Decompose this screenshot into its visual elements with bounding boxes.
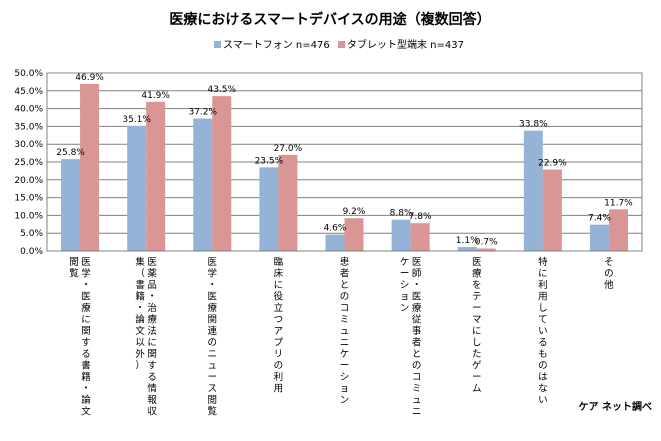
data-label-smartphone: 23.5% — [255, 156, 284, 166]
category-label: 医学・医療に関する書籍・論文閲覧 — [69, 257, 91, 418]
legend: スマートフォン n=476 タブレット型端末 n=437 — [214, 38, 464, 51]
data-label-smartphone: 25.8% — [56, 148, 85, 158]
bar-smartphone — [457, 247, 477, 251]
data-label-tablet: 46.9% — [75, 73, 104, 83]
data-label-smartphone: 33.8% — [519, 120, 548, 130]
y-tick-label: 0.0% — [20, 247, 43, 257]
legend-swatch-smartphone — [214, 41, 221, 48]
category-label: 特に利用しているものはない — [538, 256, 548, 406]
data-label-smartphone: 35.1% — [122, 115, 151, 125]
y-tick-label: 50.0% — [14, 69, 43, 79]
data-label-tablet: 9.2% — [343, 207, 366, 217]
y-tick-label: 40.0% — [14, 105, 43, 115]
plot-area-frame — [46, 72, 643, 252]
bar-tablet — [278, 154, 298, 251]
bar-tablet — [212, 96, 232, 251]
category-label: その他 — [604, 257, 614, 291]
bar-smartphone — [61, 159, 81, 251]
bars — [61, 84, 628, 252]
y-tick-label: 5.0% — [20, 229, 43, 239]
y-tick-label: 25.0% — [14, 158, 43, 168]
data-label-smartphone: 8.8% — [390, 209, 413, 219]
category-label: 医師・医療従事者とのコミュニケーション — [400, 257, 422, 418]
category-label: 患者とのコミュニケーション — [340, 256, 350, 406]
y-tick-label: 30.0% — [14, 140, 43, 150]
bar-smartphone — [523, 130, 543, 251]
bar-tablet — [410, 223, 430, 251]
bar-smartphone — [259, 167, 279, 251]
data-label-tablet: 11.7% — [604, 198, 633, 208]
bar-tablet — [344, 218, 364, 251]
data-label-tablet: 41.9% — [141, 91, 170, 101]
category-label: 医療をテーマにしたゲーム — [472, 257, 482, 395]
bar-tablet — [476, 248, 496, 251]
bar-tablet — [608, 209, 628, 251]
data-label-smartphone: 4.6% — [324, 224, 347, 234]
source-note: ケア ネット調べ — [579, 400, 652, 413]
bar-tablet — [542, 169, 562, 251]
bar-smartphone — [127, 126, 147, 251]
bar-smartphone — [589, 224, 609, 251]
y-tick-label: 15.0% — [14, 194, 43, 204]
y-tick-label: 45.0% — [14, 87, 43, 97]
y-tick-label: 35.0% — [14, 122, 43, 132]
legend-label-smartphone: スマートフォン n=476 — [223, 40, 330, 51]
chart-title: 医療におけるスマートデバイスの用途（複数回答） — [169, 11, 490, 28]
category-label: 医学・医療関連のニュース閲覧 — [208, 257, 218, 418]
data-label-tablet: 22.9% — [538, 158, 567, 168]
data-label-smartphone: 7.4% — [588, 214, 611, 224]
bar-tablet — [146, 101, 166, 251]
data-labels: 25.8% 35.1% 37.2% 23.5% 4.6% 8.8% 1.1% 33.8% 7.4… — [56, 73, 633, 247]
bar-smartphone — [193, 118, 213, 252]
data-label-tablet: 27.0% — [274, 144, 303, 154]
data-label-smartphone: 37.2% — [188, 108, 217, 118]
data-label-smartphone: 1.1% — [456, 236, 479, 246]
bar-smartphone — [391, 219, 411, 251]
category-label: 臨床に役立つアプリの利用 — [274, 256, 284, 395]
legend-swatch-tablet — [338, 41, 345, 48]
legend-label-tablet: タブレット型端末 n=437 — [347, 38, 464, 51]
category-label: 医薬品・治療法に関する情報収集（書籍・論文以外） — [135, 256, 157, 418]
data-label-tablet: 0.7% — [475, 238, 498, 248]
y-tick-label: 20.0% — [14, 176, 43, 186]
bar-tablet — [80, 84, 100, 251]
data-label-tablet: 7.8% — [409, 212, 432, 222]
data-label-tablet: 43.5% — [207, 85, 236, 95]
y-tick-label: 10.0% — [14, 211, 43, 221]
bar-smartphone — [325, 234, 345, 251]
y-axis-ticks: 0.0% 5.0% 10.0% 15.0% 20.0% 25.0% 30.0% 35.0% 40… — [14, 69, 43, 257]
category-labels: 医学・医療に関する書籍・論文閲覧 医薬品・治療法に関する情報収集（書籍・論文以外）… — [69, 256, 614, 418]
